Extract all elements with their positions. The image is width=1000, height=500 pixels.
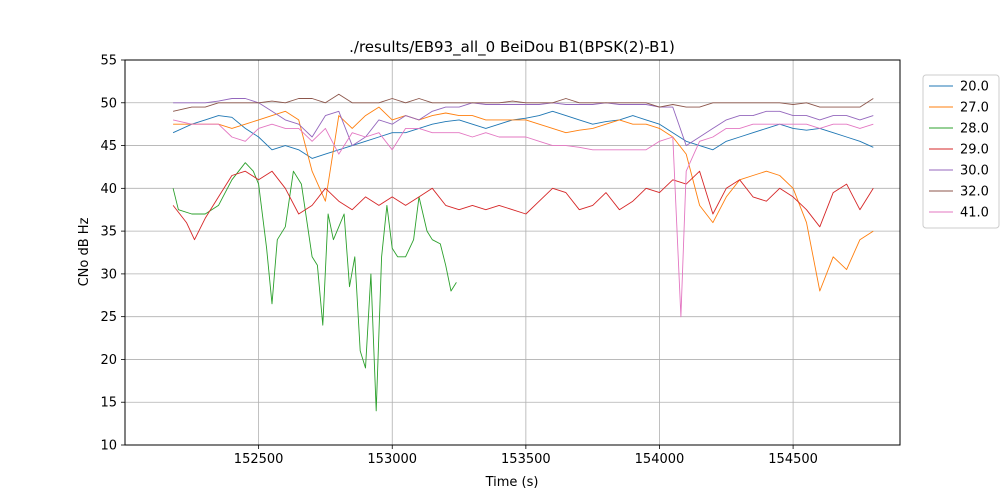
legend-box xyxy=(922,74,1000,229)
series-line-41.0 xyxy=(172,119,874,318)
y-tick-label: 10 xyxy=(100,439,117,454)
legend-label: 28.0 xyxy=(960,122,989,137)
y-axis-label: CNo dB Hz xyxy=(77,217,92,286)
y-tick-label: 15 xyxy=(100,396,117,411)
legend-label: 29.0 xyxy=(960,143,989,158)
chart-title: ./results/EB93_all_0 BeiDou B1(BPSK(2)-B… xyxy=(349,38,675,57)
series-line-27.0 xyxy=(173,106,874,292)
x-axis-label: Time (s) xyxy=(485,475,539,490)
series-line-30.0 xyxy=(173,98,874,147)
series-lines xyxy=(172,93,874,412)
series-line-29.0 xyxy=(172,170,874,241)
legend-label: 20.0 xyxy=(960,80,989,95)
y-tick-label: 20 xyxy=(100,353,117,368)
series-line-32.0 xyxy=(173,93,874,112)
series-line-28.0 xyxy=(172,162,457,412)
plot-frame xyxy=(124,59,901,446)
x-tick-label: 154500 xyxy=(768,452,818,467)
x-axis-ticks: 152500 153000 153500 154000 154500 xyxy=(234,445,818,467)
x-tick-label: 152500 xyxy=(234,452,284,467)
y-tick-label: 50 xyxy=(100,96,117,111)
y-tick-label: 40 xyxy=(100,182,117,197)
x-tick-label: 153500 xyxy=(501,452,551,467)
x-tick-label: 153000 xyxy=(367,452,417,467)
y-tick-label: 35 xyxy=(100,225,117,240)
y-axis-ticks: 10 15 20 25 30 35 40 45 50 55 xyxy=(100,54,125,454)
legend: 20.0 27.0 28.0 29.0 30.0 32.0 41.0 xyxy=(922,74,1000,229)
legend-label: 30.0 xyxy=(960,164,989,179)
y-tick-label: 30 xyxy=(100,267,117,282)
y-tick-label: 45 xyxy=(100,139,117,154)
y-tick-label: 25 xyxy=(100,310,117,325)
legend-label: 41.0 xyxy=(960,206,989,221)
series-line-20.0 xyxy=(172,110,874,159)
x-tick-label: 154000 xyxy=(635,452,685,467)
legend-label: 27.0 xyxy=(960,101,989,116)
legend-label: 32.0 xyxy=(960,185,989,200)
y-tick-label: 55 xyxy=(100,54,117,69)
